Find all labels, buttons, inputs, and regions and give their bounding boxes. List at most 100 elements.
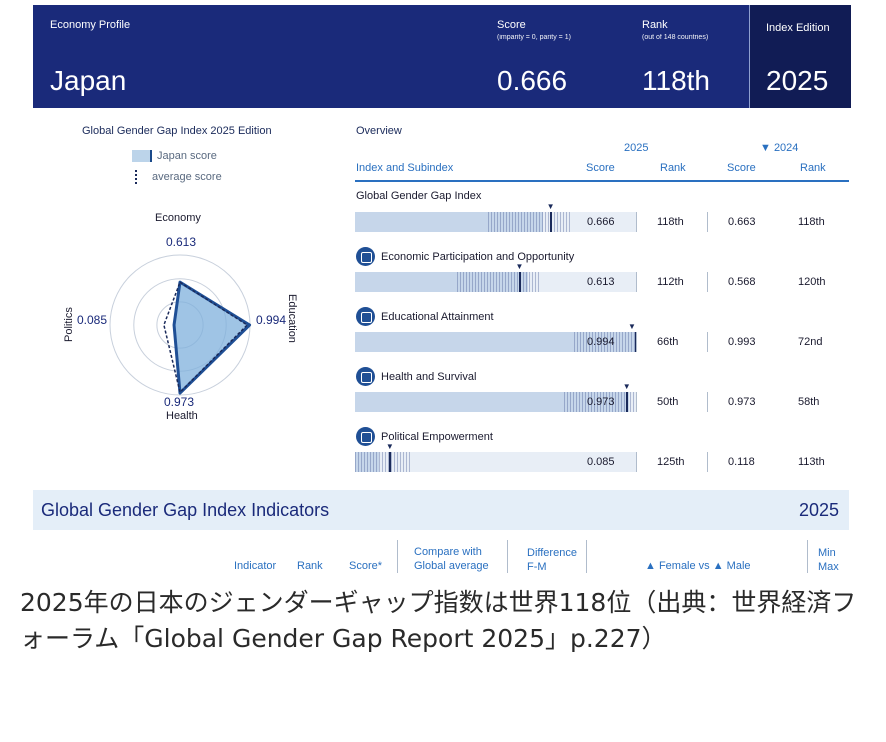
ind-head-minmax: Min Max	[818, 547, 839, 573]
profile-header: Economy Profile Japan Score (imparity = …	[33, 5, 851, 108]
row-title: Educational Attainment	[356, 307, 494, 326]
legend-average-label: average score	[152, 171, 222, 183]
row-rank-prev: 118th	[798, 216, 825, 228]
subindex-icon	[356, 307, 375, 326]
row-score-prev: 0.973	[728, 396, 756, 408]
row-score-prev: 0.568	[728, 276, 756, 288]
previous-year-marker: ▼	[385, 442, 394, 451]
radar-value-economy: 0.613	[166, 235, 197, 249]
index-edition-label: Index Edition	[766, 22, 830, 34]
ind-head-indicator: Indicator	[234, 560, 277, 572]
ind-divider-1	[397, 540, 398, 575]
previous-year-marker: ▼	[546, 202, 555, 211]
subindex-icon	[356, 367, 375, 386]
average-marker	[549, 212, 552, 232]
distribution-stripes	[563, 392, 637, 412]
previous-year-marker: ▼	[628, 322, 636, 331]
row-title: Political Empowerment	[356, 427, 493, 446]
previous-year-marker: ▼	[622, 382, 631, 391]
row-rank-prev: 120th	[798, 276, 826, 288]
radar-japan-area	[172, 280, 252, 395]
indicators-title: Global Gender Gap Index Indicators	[41, 500, 330, 520]
index-edition-box: Index Edition 2025	[749, 5, 851, 108]
column-separator	[707, 452, 708, 472]
row-rank: 50th	[657, 396, 679, 408]
col-rank: Rank	[660, 162, 686, 174]
row-score: 0.085	[587, 456, 615, 468]
legend-average-swatch	[135, 170, 147, 184]
ind-head-rank: Rank	[297, 560, 323, 572]
year-previous: ▼ 2024	[760, 142, 799, 154]
col-score: Score	[586, 162, 615, 174]
legend-japan-swatch	[132, 150, 152, 162]
rank-value: 118th	[642, 65, 710, 96]
row-score: 0.613	[587, 276, 615, 288]
score-value: 0.666	[497, 65, 568, 96]
score-bar-fill	[355, 212, 543, 232]
score-bar	[355, 392, 637, 412]
score-bar-fill	[355, 392, 630, 412]
radar-chart	[109, 254, 252, 396]
previous-year-marker: ▼	[515, 262, 524, 271]
col-rank-prev: Rank	[800, 162, 826, 174]
average-marker	[518, 272, 521, 292]
row-title: Health and Survival	[356, 367, 476, 386]
column-separator	[707, 392, 708, 412]
indicators-year: 2025	[798, 500, 839, 520]
average-marker	[625, 392, 628, 412]
row-score: 0.973	[587, 396, 615, 408]
legend-japan-label: Japan score	[157, 150, 217, 162]
row-name: Health and Survival	[381, 370, 477, 383]
index-edition-value: 2025	[766, 65, 829, 96]
overview-title: Overview	[356, 125, 402, 137]
row-name: Educational Attainment	[381, 310, 494, 323]
col-score-prev: Score	[727, 162, 756, 174]
score-header: Score (imparity = 0, parity = 1)	[497, 19, 571, 41]
distribution-stripes	[573, 332, 637, 352]
radar-axis-politics: Politics	[63, 307, 75, 342]
economy-profile-label: Economy Profile	[50, 19, 131, 31]
radar-axis-education: Education	[286, 294, 298, 343]
row-rank: 112th	[657, 276, 684, 288]
column-separator	[707, 272, 708, 292]
average-marker	[388, 452, 391, 472]
row-rank: 66th	[657, 336, 679, 348]
score-bar	[355, 212, 637, 232]
row-rank-prev: 113th	[798, 456, 825, 468]
rank-note: (out of 148 countries)	[642, 34, 709, 41]
ind-head-score: Score*	[349, 560, 383, 572]
score-bar-fill	[355, 272, 528, 292]
column-separator	[636, 212, 637, 232]
row-rank: 118th	[657, 216, 684, 228]
subindex-icon	[356, 247, 375, 266]
legend-average: average score	[132, 170, 222, 184]
row-rank-prev: 58th	[798, 396, 820, 408]
score-note: (imparity = 0, parity = 1)	[497, 34, 571, 41]
row-score-prev: 0.118	[728, 456, 755, 468]
column-separator	[707, 212, 708, 232]
column-separator	[636, 392, 637, 412]
score-label: Score	[497, 19, 526, 31]
country-name: Japan	[50, 65, 127, 96]
row-score: 0.994	[587, 336, 615, 348]
score-bar-fill	[355, 452, 379, 472]
column-separator	[636, 452, 637, 472]
caption-area	[0, 573, 886, 742]
row-name: Global Gender Gap Index	[356, 190, 482, 202]
row-rank-prev: 72nd	[798, 336, 823, 348]
ind-divider-3	[586, 540, 587, 575]
row-name: Economic Participation and Opportunity	[381, 250, 575, 263]
score-bar-fill	[355, 332, 636, 352]
column-separator	[636, 272, 637, 292]
distribution-stripes	[487, 212, 573, 232]
row-score-prev: 0.993	[728, 336, 756, 348]
radar-title: Global Gender Gap Index 2025 Edition	[82, 125, 272, 137]
radar-axis-health: Health	[166, 410, 198, 422]
score-bar	[355, 332, 637, 352]
legend-japan: Japan score	[132, 150, 217, 162]
ind-divider-2	[507, 540, 508, 575]
row-score-prev: 0.663	[728, 216, 756, 228]
year-current: 2025	[624, 142, 649, 154]
row-score: 0.666	[587, 216, 615, 228]
score-bar	[355, 452, 637, 472]
